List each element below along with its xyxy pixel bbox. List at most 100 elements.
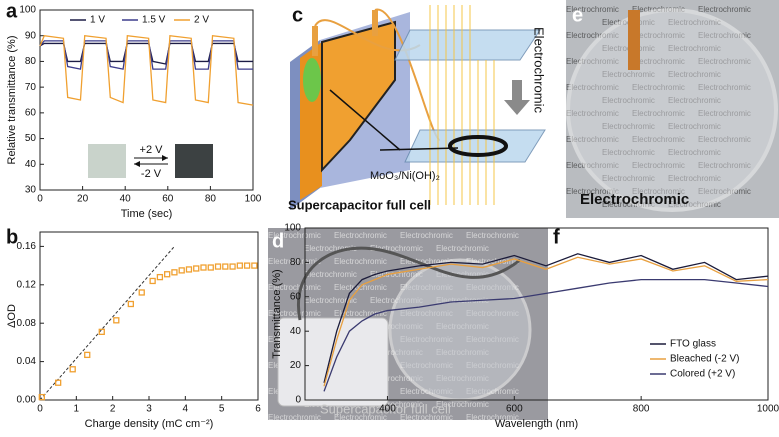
series-line: [323, 253, 769, 383]
y-tick-label: 100: [19, 5, 36, 16]
annotation: +2 V: [140, 144, 164, 156]
legend-label: 1.5 V: [142, 15, 166, 26]
data-point: [164, 271, 171, 278]
data-point: [98, 328, 105, 335]
panel-letter: a: [6, 0, 18, 22]
bg-word: Electrochromic: [370, 374, 423, 383]
y-tick-label: 0.04: [17, 356, 37, 367]
y-tick-label: 0.12: [17, 279, 37, 290]
x-tick-label: 6: [255, 404, 261, 415]
y-tick-label: 90: [25, 30, 37, 41]
data-point: [251, 262, 258, 269]
pointer: [379, 147, 459, 151]
legend-label: FTO glass: [670, 339, 716, 350]
annotation: -2 V: [141, 168, 162, 180]
material-label: MoO₃/Ni(OH)₂: [370, 170, 440, 182]
legend-label: Bleached (-2 V): [670, 354, 739, 365]
light-rays: [429, 5, 495, 205]
electrode-layer: [321, 20, 396, 173]
data-point: [207, 264, 214, 271]
data-point: [200, 264, 207, 271]
x-tick-label: 60: [162, 194, 174, 205]
panel-letter: d: [272, 230, 284, 252]
electrode: [628, 10, 640, 70]
y-tick-label: 20: [290, 360, 302, 371]
bg-word: Electrochromic: [268, 231, 321, 240]
bg-word: Electrochromic: [566, 187, 619, 196]
x-tick-label: 600: [506, 404, 523, 415]
panel-letter: c: [292, 4, 303, 26]
x-tick-label: 2: [110, 404, 116, 415]
y-tick-label: 0.08: [17, 318, 37, 329]
y-tick-label: 30: [25, 185, 37, 196]
inset-colored: [175, 144, 213, 178]
plot-frame: [304, 227, 769, 401]
bg-word: Electrochromic: [566, 31, 619, 40]
y-tick-label: 70: [25, 82, 37, 93]
gel: [303, 58, 321, 102]
bg-word: Electrochromic: [268, 283, 321, 292]
bg-word: Electrochromic: [304, 270, 357, 279]
data-point: [229, 263, 236, 270]
bg-word: Electrochromic: [304, 244, 357, 253]
bg-word: Electrochromic: [466, 231, 519, 240]
x-tick-label: 40: [120, 194, 132, 205]
bg-word: Electrochromic: [436, 400, 489, 409]
data-point: [222, 263, 229, 270]
x-tick-label: 100: [245, 194, 262, 205]
bg-word: Electrochromic: [566, 5, 619, 14]
x-tick-label: 4: [183, 404, 189, 415]
panel-letter: e: [572, 4, 583, 26]
petri-dish: [566, 8, 778, 212]
legend-label: Colored (+2 V): [670, 369, 735, 380]
data-point: [149, 277, 156, 285]
x-tick-label: 3: [146, 404, 152, 415]
y-tick-label: 0.00: [17, 395, 37, 406]
data-point: [127, 300, 134, 308]
x-tick-label: 0: [37, 404, 43, 415]
series-line: [39, 40, 253, 70]
bg-word: Electrochromic: [304, 296, 357, 305]
data-point: [178, 267, 185, 274]
x-tick-label: 800: [633, 404, 650, 415]
inset-bleached: [88, 144, 126, 178]
data-point: [214, 263, 222, 270]
bg-word: Electrochromic: [370, 400, 423, 409]
bg-word: Electrochromic: [400, 231, 453, 240]
bg-word: Electrochromic: [400, 413, 453, 422]
caption: Supercapacitor full cell: [320, 401, 451, 416]
data-point: [185, 266, 193, 273]
pointer: [329, 89, 401, 151]
data-point: [113, 317, 120, 324]
legend-label: 2 V: [194, 15, 209, 26]
x-tick-label: 1: [74, 404, 80, 415]
data-point: [156, 273, 164, 281]
bg-word: Electrochromic: [334, 231, 387, 240]
x-tick-label: 1000: [757, 404, 779, 415]
x-axis-label: Charge density (mC cm⁻²): [85, 418, 214, 430]
y-tick-label: 0.16: [17, 241, 37, 252]
tab: [312, 26, 318, 56]
series-line: [39, 34, 254, 106]
fit-line: [39, 246, 175, 401]
x-tick-label: 80: [205, 194, 217, 205]
bg-word: Electrochromic: [334, 413, 387, 422]
y-tick-label: 0: [295, 395, 301, 406]
y-tick-label: 60: [25, 107, 37, 118]
bg-word: Electrochromic: [268, 413, 321, 422]
panel-d: Electrochromic Electrochromic Electrochrom…: [268, 228, 548, 422]
caption: Supercapacitor full cell: [288, 197, 431, 212]
y-tick-label: 40: [290, 326, 302, 337]
y-tick-label: 40: [25, 159, 37, 170]
pattern: [448, 135, 508, 157]
y-tick-label: 60: [290, 291, 302, 302]
y-axis-label: Transmittance (%): [271, 269, 283, 358]
bg-word: Electrochromic: [370, 270, 423, 279]
plot-frame: [39, 9, 254, 191]
side-text: Electrochromic: [532, 27, 547, 113]
bg-word: Electrochromic: [436, 244, 489, 253]
series-line: [323, 256, 769, 387]
bg-word: Electrochromic: [400, 257, 453, 266]
x-axis-label: Time (sec): [121, 208, 173, 220]
